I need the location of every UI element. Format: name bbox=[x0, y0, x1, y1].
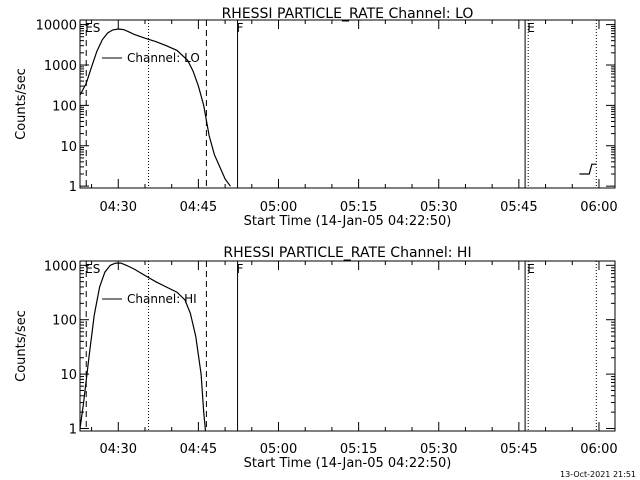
legend-label: Channel: LO bbox=[127, 51, 200, 65]
x-tick-label: 04:30 bbox=[100, 442, 137, 457]
chart-title: RHESSI PARTICLE_RATE Channel: HI bbox=[223, 245, 471, 261]
legend-label: Channel: HI bbox=[127, 292, 197, 306]
x-axis-label: Start Time (14-Jan-05 04:22:50) bbox=[244, 214, 452, 229]
plot-frame bbox=[79, 19, 616, 189]
y-tick-label: 1 bbox=[69, 423, 77, 438]
x-tick-label: 06:00 bbox=[580, 200, 617, 215]
y-tick-label: 10 bbox=[60, 368, 77, 383]
event-marker-label: E bbox=[527, 21, 535, 35]
x-tick-label: 06:00 bbox=[580, 442, 617, 457]
y-tick-label: 100 bbox=[52, 99, 77, 114]
series-line bbox=[579, 163, 597, 175]
event-marker-label: F bbox=[237, 262, 244, 276]
x-tick-label: 04:45 bbox=[180, 200, 217, 215]
event-marker-label: E bbox=[527, 262, 535, 276]
y-tick-label: 1000 bbox=[44, 259, 77, 274]
plot-frame bbox=[79, 260, 616, 432]
series-line bbox=[80, 262, 207, 431]
x-tick-label: 05:45 bbox=[500, 200, 537, 215]
event-marker-label: ES bbox=[85, 21, 100, 35]
x-tick-label: 05:30 bbox=[420, 200, 457, 215]
x-tick-label: 05:15 bbox=[340, 200, 377, 215]
y-tick-label: 1000 bbox=[44, 59, 77, 74]
x-tick-label: 05:45 bbox=[500, 442, 537, 457]
x-axis-label: Start Time (14-Jan-05 04:22:50) bbox=[244, 456, 452, 471]
y-tick-label: 100 bbox=[52, 314, 77, 329]
y-axis-label: Counts/sec bbox=[14, 310, 29, 382]
y-tick-label: 10000 bbox=[36, 19, 77, 34]
x-tick-label: 05:30 bbox=[420, 442, 457, 457]
chart-panel-2: RHESSI PARTICLE_RATE Channel: HI 1 10 100 10… bbox=[14, 245, 618, 471]
series-line bbox=[80, 28, 231, 187]
x-tick-label: 04:30 bbox=[100, 200, 137, 215]
event-marker-label: F bbox=[237, 21, 244, 35]
y-axis-label: Counts/sec bbox=[14, 68, 29, 140]
chart-panel-1: RHESSI PARTICLE_RATE Channel: LO 1 10 100 10… bbox=[14, 6, 618, 229]
x-tick-label: 04:45 bbox=[180, 442, 217, 457]
y-tick-label: 10 bbox=[60, 140, 77, 155]
x-tick-label: 05:00 bbox=[260, 442, 297, 457]
x-tick-label: 05:00 bbox=[260, 200, 297, 215]
y-tick-label: 1 bbox=[69, 180, 77, 195]
x-tick-label: 05:15 bbox=[340, 442, 377, 457]
chart-title: RHESSI PARTICLE_RATE Channel: LO bbox=[222, 6, 474, 22]
footer-timestamp: 13-Oct-2021 21:51 bbox=[560, 470, 636, 479]
event-marker-label: ES bbox=[85, 262, 100, 276]
